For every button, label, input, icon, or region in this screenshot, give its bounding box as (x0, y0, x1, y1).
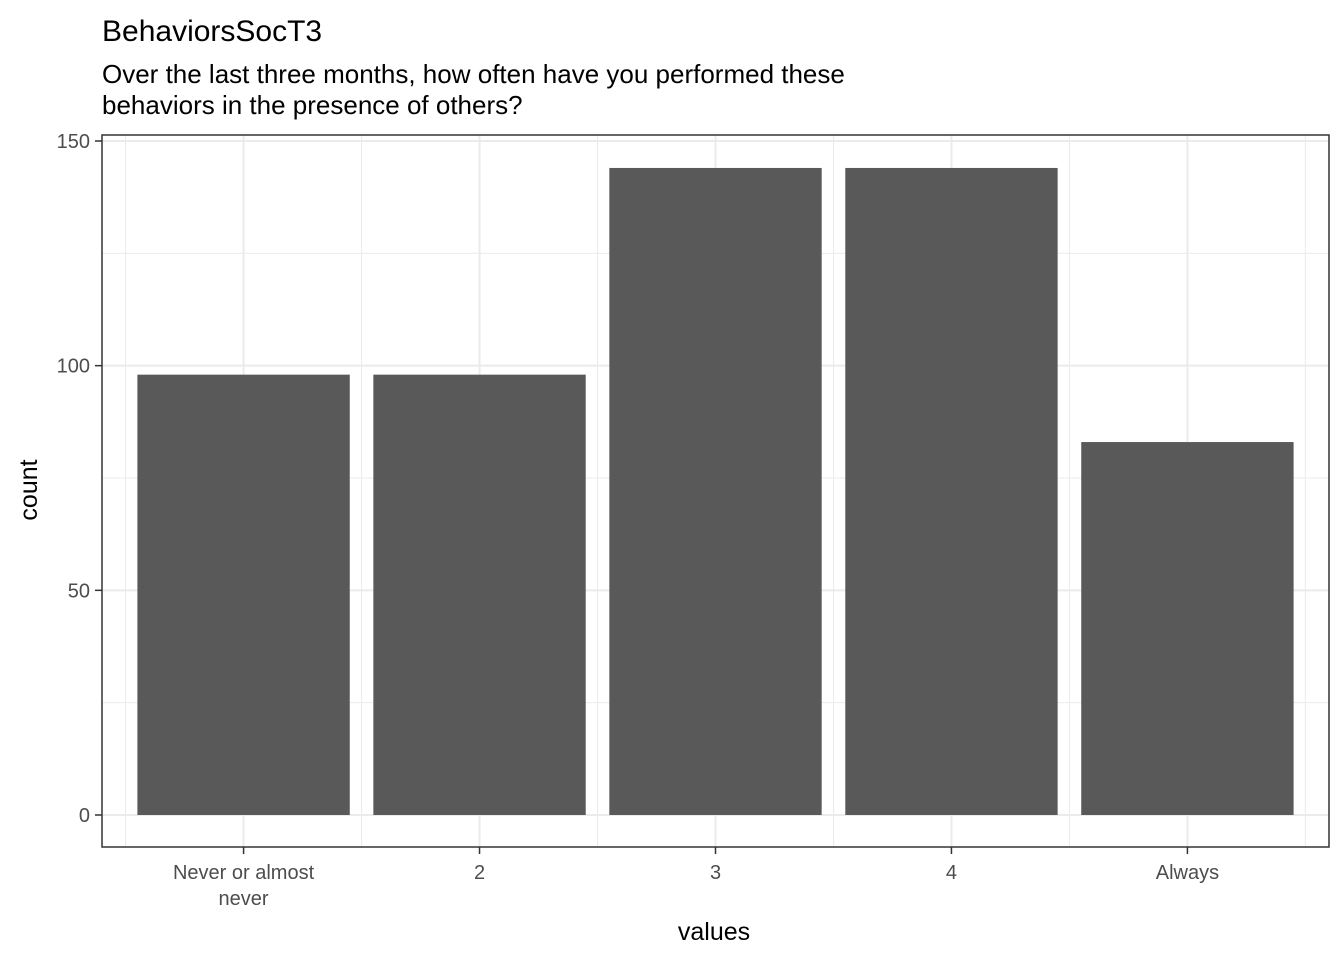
bar (609, 167, 822, 815)
x-tick-label: 3 (710, 862, 721, 884)
chart-subtitle-line-1: Over the last three months, how often ha… (102, 59, 845, 89)
chart-subtitle-line-2: behaviors in the presence of others? (102, 90, 523, 120)
y-tick-label: 50 (68, 580, 90, 602)
bar (845, 167, 1058, 815)
y-tick-label: 150 (57, 131, 90, 153)
x-axis-title: values (678, 918, 750, 946)
x-tick-label: 4 (946, 862, 957, 884)
x-tick-label: Always (1156, 862, 1219, 884)
x-axis: Never or almost never 2 3 4 Always (173, 847, 1219, 910)
bar (373, 374, 586, 815)
bar (1081, 442, 1294, 815)
y-tick-label: 100 (57, 356, 90, 378)
y-axis-title: count (15, 459, 43, 520)
chart-title: BehaviorsSocT3 (102, 15, 322, 48)
y-axis: 0 50 100 150 (57, 131, 102, 827)
x-tick-label: never (219, 888, 269, 910)
x-tick-label: 2 (474, 862, 485, 884)
bar (137, 374, 350, 815)
y-tick-label: 0 (79, 805, 90, 827)
x-tick-label: Never or almost (173, 862, 315, 884)
bars (137, 167, 1294, 815)
